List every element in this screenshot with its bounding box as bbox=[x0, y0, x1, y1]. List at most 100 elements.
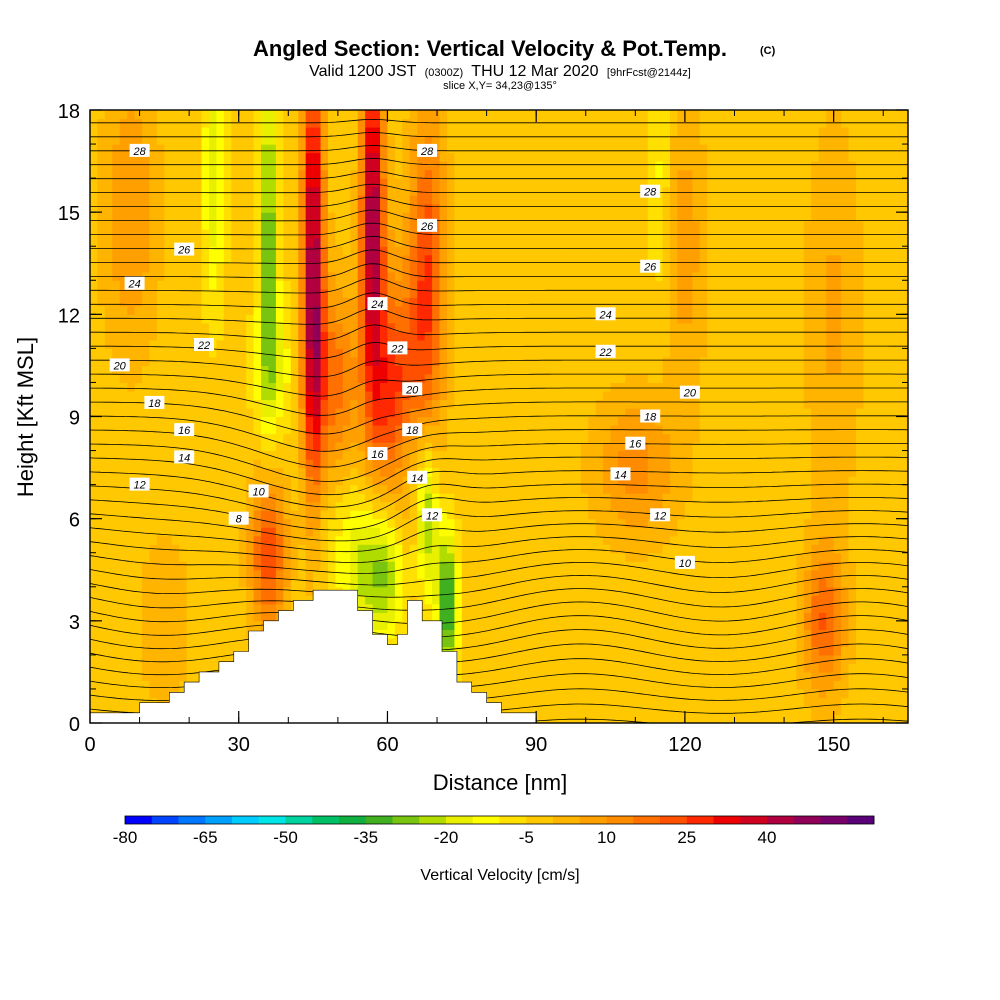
heatmap-cell-3973 bbox=[186, 407, 195, 418]
heatmap-cell-1310 bbox=[833, 620, 842, 630]
heatmap-cell-503 bbox=[558, 680, 567, 690]
heatmap-cell-4291 bbox=[97, 382, 106, 392]
heatmap-cell-2622 bbox=[774, 518, 783, 528]
heatmap-cell-422 bbox=[774, 688, 783, 699]
heatmap-cell-278 bbox=[521, 697, 530, 707]
heatmap-cell-2890 bbox=[313, 493, 322, 503]
heatmap-cell-2456 bbox=[357, 527, 366, 537]
heatmap-cell-4715 bbox=[796, 356, 805, 367]
heatmap-cell-1892 bbox=[253, 569, 262, 579]
heatmap-cell-3872 bbox=[253, 416, 262, 426]
heatmap-cell-2088 bbox=[893, 561, 902, 571]
heatmap-cell-2613 bbox=[707, 518, 716, 528]
heatmap-cell-3219 bbox=[305, 467, 314, 477]
heatmap-cell-3954 bbox=[863, 416, 872, 426]
heatmap-cell-2778 bbox=[298, 501, 307, 511]
heatmap-cell-3232 bbox=[402, 467, 411, 477]
heatmap-cell-3474 bbox=[565, 450, 574, 460]
heatmap-cell-4544 bbox=[342, 365, 351, 375]
heatmap-cell-3162 bbox=[699, 476, 708, 486]
heatmap-cell-1692 bbox=[402, 586, 411, 596]
heatmap-cell-1466 bbox=[357, 603, 366, 613]
heatmap-cell-3303 bbox=[112, 459, 121, 469]
heatmap-cell-3255 bbox=[573, 467, 582, 477]
heatmap-cell-1779 bbox=[231, 578, 240, 588]
heatmap-cell-4987 bbox=[365, 331, 374, 341]
heatmap-cell-3272 bbox=[699, 467, 708, 477]
heatmap-cell-3306 bbox=[134, 459, 143, 469]
heatmap-cell-3730 bbox=[833, 433, 842, 443]
heatmap-cell-766 bbox=[878, 663, 887, 673]
heatmap-cell-1631 bbox=[766, 595, 775, 605]
heatmap-cell-2919 bbox=[528, 493, 537, 503]
heatmap-cell-170 bbox=[536, 705, 545, 716]
heatmap-cell-651 bbox=[841, 671, 850, 682]
heatmap-cell-778 bbox=[149, 654, 158, 664]
heatmap-cell-4547 bbox=[365, 365, 374, 375]
heatmap-cell-3556 bbox=[357, 442, 366, 452]
heatmap-cell-551 bbox=[97, 671, 106, 682]
heatmap-cell-4442 bbox=[402, 373, 411, 384]
heatmap-cell-328 bbox=[893, 697, 902, 707]
heatmap-cell-4781 bbox=[469, 348, 478, 358]
heatmap-cell-3763 bbox=[261, 425, 270, 435]
heatmap-cell-533 bbox=[781, 680, 790, 690]
heatmap-cell-3024 bbox=[491, 484, 500, 494]
heatmap-cell-4811 bbox=[692, 348, 701, 358]
heatmap-cell-1660 bbox=[164, 586, 173, 596]
heatmap-cell-4552 bbox=[402, 365, 411, 375]
heatmap-cell-3542 bbox=[253, 442, 262, 452]
heatmap-cell-4697 bbox=[662, 356, 671, 367]
heatmap-cell-4344 bbox=[491, 382, 500, 392]
heatmap-cell-296 bbox=[655, 697, 664, 707]
heatmap-cell-4620 bbox=[90, 356, 99, 367]
heatmap-cell-1111 bbox=[171, 629, 180, 639]
heatmap-cell-4053 bbox=[781, 407, 790, 418]
heatmap-cell-3416 bbox=[134, 450, 143, 460]
heatmap-cell-393 bbox=[558, 688, 567, 699]
heatmap-cell-4921 bbox=[692, 339, 701, 349]
heatmap-cell-514 bbox=[640, 680, 649, 690]
heatmap-cell-4046 bbox=[729, 407, 738, 418]
heatmap-cell-505 bbox=[573, 680, 582, 690]
heatmap-cell-4808 bbox=[670, 348, 679, 358]
heatmap-cell-3451 bbox=[394, 450, 403, 460]
heatmap-cell-2556 bbox=[283, 518, 292, 528]
heatmap-cell-2818 bbox=[595, 501, 604, 511]
heatmap-cell-1261 bbox=[469, 620, 478, 630]
heatmap-cell-4010 bbox=[461, 407, 470, 418]
heatmap-cell-4812 bbox=[699, 348, 708, 358]
heatmap-cell-1482 bbox=[476, 603, 485, 613]
heatmap-cell-3270 bbox=[684, 467, 693, 477]
heatmap-cell-2379 bbox=[603, 535, 612, 545]
heatmap-cell-4903 bbox=[558, 339, 567, 349]
heatmap-cell-3541 bbox=[246, 442, 255, 452]
heatmap-cell-3323 bbox=[261, 459, 270, 469]
heatmap-cell-1532 bbox=[848, 603, 857, 613]
heatmap-cell-4192 bbox=[179, 390, 188, 401]
heatmap-cell-1741 bbox=[766, 586, 775, 596]
heatmap-cell-4044 bbox=[714, 407, 723, 418]
heatmap-cell-75 bbox=[647, 714, 656, 723]
heatmap-cell-3170 bbox=[759, 476, 768, 486]
heatmap-cell-4841 bbox=[97, 339, 106, 349]
heatmap-cell-2299 bbox=[826, 544, 835, 554]
heatmap-cell-4862 bbox=[253, 339, 262, 349]
heatmap-cell-4885 bbox=[424, 339, 433, 349]
heatmap-cell-2859 bbox=[900, 501, 908, 511]
heatmap-cell-4789 bbox=[528, 348, 537, 358]
heatmap-cell-3479 bbox=[603, 450, 612, 460]
heatmap-cell-1691 bbox=[394, 586, 403, 596]
heatmap-cell-1547 bbox=[142, 595, 151, 605]
heatmap-cell-1210 bbox=[90, 620, 99, 630]
heatmap-cell-3005 bbox=[350, 484, 359, 494]
heatmap-cell-4206 bbox=[283, 390, 292, 401]
heatmap-cell-3058 bbox=[744, 484, 753, 494]
heatmap-cell-4199 bbox=[231, 390, 240, 401]
heatmap-cell-2593 bbox=[558, 518, 567, 528]
heatmap-cell-656 bbox=[878, 671, 887, 682]
heatmap-cell-1258 bbox=[446, 620, 455, 630]
heatmap-cell-2795 bbox=[424, 501, 433, 511]
heatmap-cell-946 bbox=[580, 646, 589, 656]
heatmap-cell-1201 bbox=[841, 629, 850, 639]
